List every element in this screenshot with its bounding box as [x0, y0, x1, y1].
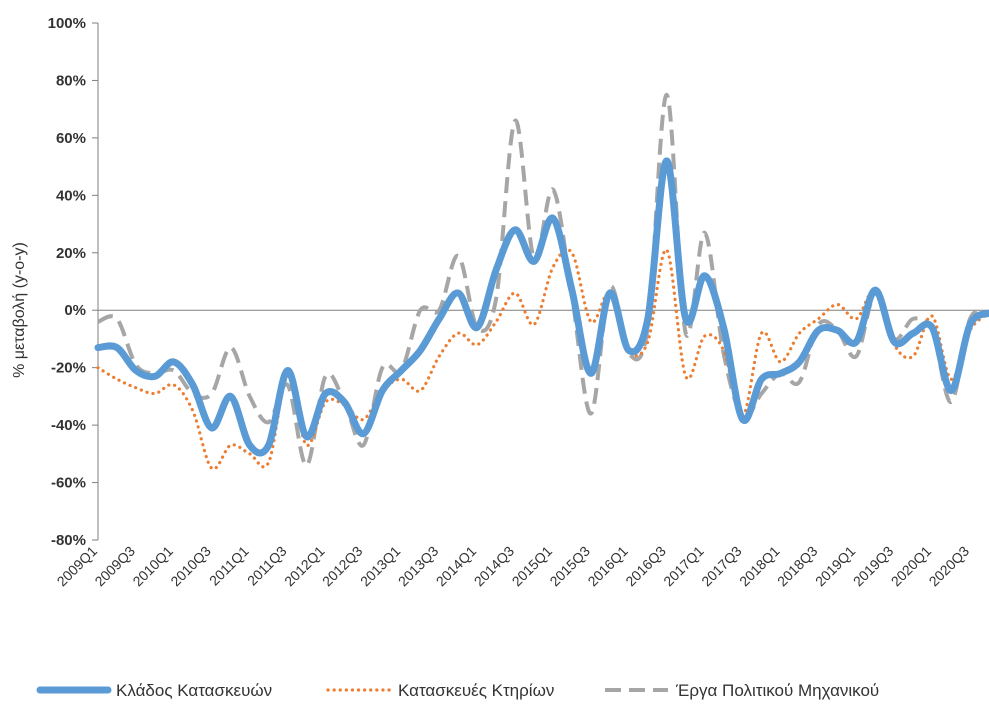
x-tick-label: 2018Q3 [774, 543, 821, 590]
x-tick-label: 2009Q3 [91, 543, 138, 590]
y-tick-label: 100% [48, 15, 86, 32]
x-tick-label: 2013Q1 [357, 543, 404, 590]
y-axis-label-group: % μεταβολή (y-o-y) [11, 242, 28, 378]
x-tick-label: 2009Q1 [54, 543, 101, 590]
x-tick-label: 2016Q3 [622, 543, 669, 590]
x-tick-label: 2010Q1 [129, 543, 176, 590]
y-tick-label: -20% [51, 360, 86, 377]
x-tick-label: 2017Q1 [660, 543, 707, 590]
legend: Κλάδος Κατασκευών Κατασκευές Κτηρίων Έργα … [36, 681, 879, 700]
x-tick-label: 2011Q3 [244, 543, 290, 589]
x-tick-label: 2017Q3 [698, 543, 745, 590]
legend-label: Κλάδος Κατασκευών [116, 681, 272, 700]
y-tick-label: -80% [51, 532, 86, 549]
y-tick-label: -60% [51, 475, 86, 492]
axes [97, 23, 989, 540]
x-tick-label: 2016Q1 [584, 543, 631, 590]
y-axis-ticks: -80% -60% -40% -20% 0% 20% 40% 60% 80% 100% [48, 15, 98, 549]
x-tick-label: 2018Q1 [736, 543, 783, 590]
series-line-dotted [96, 247, 989, 471]
x-tick-label: 2015Q3 [546, 543, 593, 590]
x-tick-label: 2019Q1 [812, 543, 859, 590]
legend-label: Κατασκευές Κτηρίων [398, 681, 554, 700]
x-tick-label: 2012Q1 [281, 543, 328, 590]
legend-label: Έργα Πολιτικού Μηχανικού [675, 681, 879, 700]
y-axis-label: % μεταβολή (y-o-y) [11, 242, 28, 378]
series-line-dashed [97, 92, 989, 468]
y-tick-label: 0% [64, 302, 86, 319]
x-tick-label: 2020Q3 [926, 543, 973, 590]
x-tick-label: 2020Q1 [888, 543, 935, 590]
x-tick-label: 2010Q3 [167, 543, 214, 590]
x-tick-label: 2014Q1 [433, 543, 480, 590]
series-line-solid [94, 157, 989, 457]
x-tick-label: 2013Q3 [395, 543, 442, 590]
x-tick-label: 2012Q3 [319, 543, 366, 590]
x-tick-label: 2019Q3 [850, 543, 897, 590]
x-tick-label: 2011Q1 [206, 543, 252, 589]
y-tick-label: 40% [56, 187, 86, 204]
y-tick-label: -40% [51, 417, 86, 434]
y-tick-label: 60% [56, 130, 86, 147]
y-tick-label: 20% [56, 245, 86, 262]
y-tick-label: 80% [56, 72, 86, 89]
series-lines [94, 92, 989, 471]
x-tick-label: 2014Q3 [471, 543, 518, 590]
x-tick-label: 2015Q1 [509, 543, 556, 590]
x-axis-ticks: 2009Q12009Q32010Q12010Q32011Q12011Q32012… [54, 543, 973, 590]
